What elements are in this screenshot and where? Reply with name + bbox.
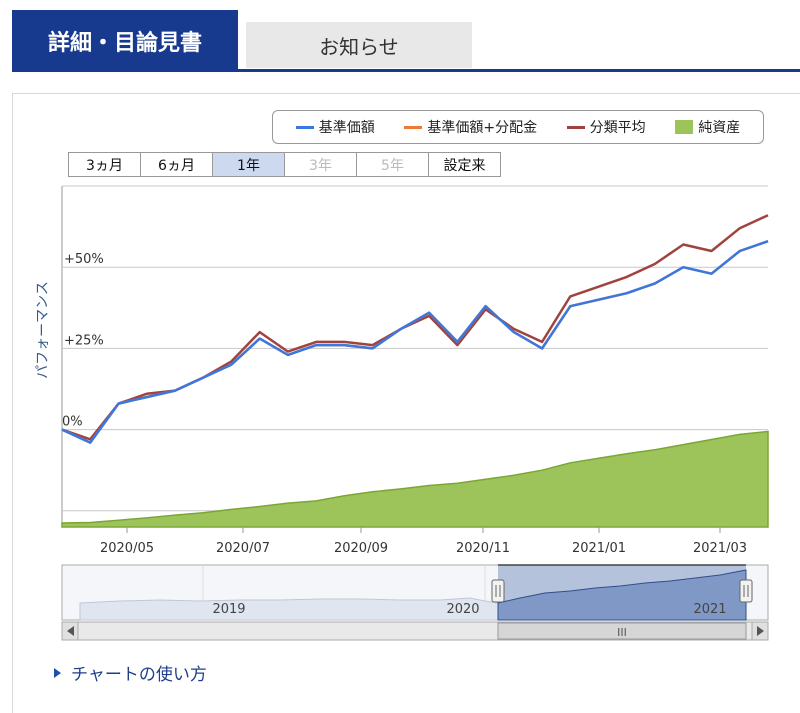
- range-6m-button[interactable]: 6ヵ月: [140, 152, 213, 177]
- range-since-inception-button[interactable]: 設定来: [428, 152, 501, 177]
- legend-label: 基準価額: [318, 120, 375, 136]
- chart-howto-link[interactable]: チャートの使い方: [54, 660, 207, 685]
- y-tick-label: 0%: [62, 415, 83, 430]
- navigator-year-label: 2021: [693, 602, 726, 617]
- performance-chart: +50%+25%0% 2020/05 2020/07 2020/09 2020/11 2…: [35, 185, 769, 641]
- scrollbar-grip: III: [617, 626, 627, 639]
- chart-panel: [12, 93, 800, 713]
- series-dividend-line: [61, 240, 769, 444]
- tab-news-label: お知らせ: [319, 34, 399, 59]
- y-axis-ticks: +50% +25% 0%: [62, 252, 104, 429]
- chart-legend: 基準価額 基準価額+分配金 分類平均 純資産: [272, 110, 764, 144]
- assets-area: [61, 430, 769, 528]
- y-tick-label: +25%: [64, 333, 104, 348]
- x-tick-label: 2020/07: [216, 541, 270, 556]
- legend-item-assets[interactable]: 純資産: [675, 117, 740, 137]
- navigator-year-label: 2019: [212, 602, 245, 617]
- x-tick-label: 2021/01: [572, 541, 626, 556]
- series-assets-area: [61, 430, 769, 528]
- range-3y-button: 3年: [284, 152, 357, 177]
- triangle-right-icon: [54, 667, 61, 678]
- series-nav-line: [61, 240, 769, 444]
- series-category-line: [61, 214, 769, 441]
- navigator-history-area: [79, 597, 499, 621]
- scrollbar-thumb[interactable]: [497, 622, 747, 640]
- x-tick-label: 2020/09: [334, 541, 388, 556]
- navigator-left-handle[interactable]: [491, 579, 505, 603]
- navigator-selected-area: [497, 569, 747, 621]
- series-lines: [61, 214, 769, 444]
- legend-label: 基準価額+分配金: [427, 120, 538, 136]
- range-navigator[interactable]: 2019 2020 2021: [61, 564, 769, 621]
- x-axis-ticks: 2020/05 2020/07 2020/09 2020/11 2021/01 2021/…: [100, 527, 747, 556]
- legend-item-category[interactable]: 分類平均: [566, 117, 646, 137]
- tab-details-label: 詳細・目論見書: [47, 31, 202, 56]
- legend-item-nav[interactable]: 基準価額: [295, 117, 375, 137]
- range-selector: 3ヵ月 6ヵ月 1年 3年 5年 設定来: [68, 152, 501, 177]
- y-tick-label: +50%: [64, 252, 104, 267]
- legend-label: 分類平均: [589, 120, 646, 136]
- howto-label: チャートの使い方: [71, 665, 207, 685]
- legend-label: 純資産: [698, 120, 741, 136]
- y-axis-label: パフォーマンス: [35, 281, 51, 379]
- legend-swatch: [566, 125, 585, 129]
- chevron-left-icon: [67, 626, 74, 636]
- x-tick-label: 2020/05: [100, 541, 154, 556]
- range-1y-button[interactable]: 1年: [212, 152, 285, 177]
- tab-news[interactable]: お知らせ: [246, 22, 472, 68]
- navigator-year-label: 2020: [446, 602, 479, 617]
- legend-swatch: [675, 120, 694, 134]
- legend-swatch: [295, 125, 314, 129]
- chevron-right-icon: [757, 626, 764, 636]
- navigator-scrollbar[interactable]: III: [61, 621, 769, 641]
- legend-swatch: [404, 125, 423, 129]
- tab-underline: [12, 69, 800, 72]
- tab-details[interactable]: 詳細・目論見書: [12, 10, 238, 72]
- x-tick-label: 2020/11: [456, 541, 510, 556]
- range-3m-button[interactable]: 3ヵ月: [68, 152, 141, 177]
- x-tick-label: 2021/03: [693, 541, 747, 556]
- navigator-right-handle[interactable]: [739, 579, 753, 603]
- legend-item-dividend[interactable]: 基準価額+分配金: [404, 117, 537, 137]
- tab-bar: 詳細・目論見書 お知らせ: [0, 0, 800, 72]
- range-5y-button: 5年: [356, 152, 429, 177]
